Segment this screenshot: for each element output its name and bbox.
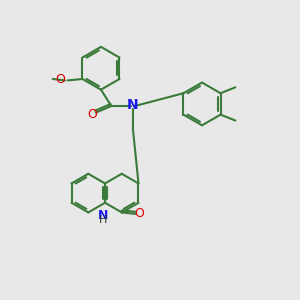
Text: O: O	[135, 207, 145, 220]
Text: O: O	[56, 74, 65, 86]
Text: N: N	[127, 98, 139, 112]
Text: O: O	[87, 108, 97, 122]
Text: N: N	[98, 209, 109, 222]
Text: H: H	[99, 215, 108, 225]
